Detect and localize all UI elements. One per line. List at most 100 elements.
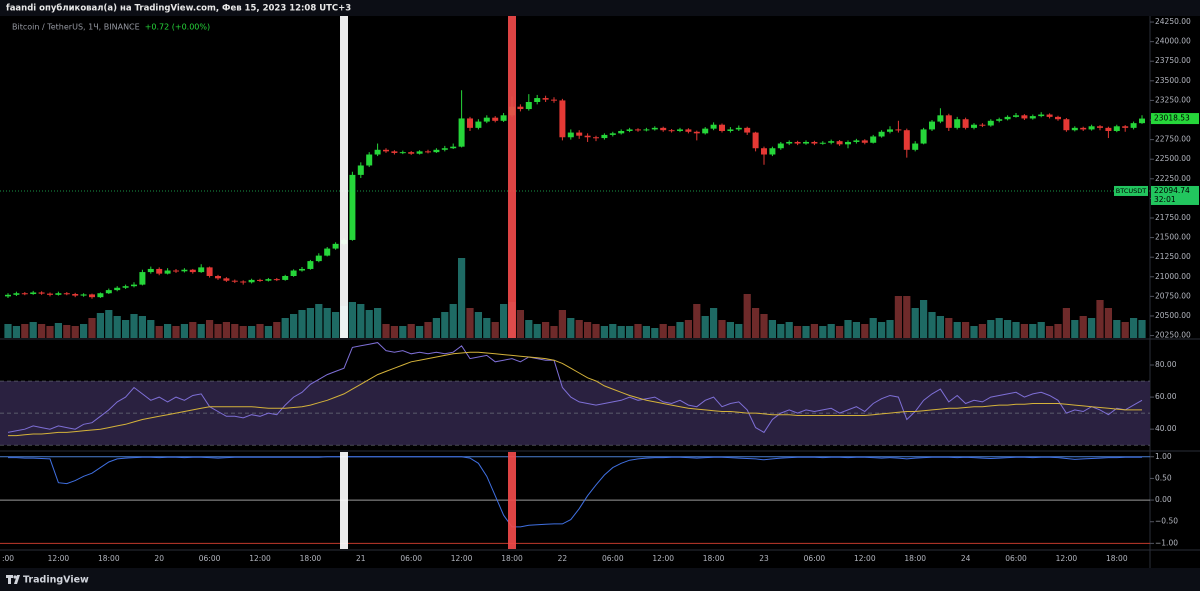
candle-body <box>13 293 20 295</box>
volume-bar <box>592 324 600 338</box>
volume-bar <box>357 304 365 338</box>
volume-bar <box>399 326 407 338</box>
candle-body <box>962 119 969 128</box>
volume-bar <box>752 308 760 338</box>
candle-body <box>299 268 305 271</box>
volume-bar <box>659 324 667 338</box>
volume-bar <box>852 322 860 338</box>
volume-bar <box>500 304 508 338</box>
candle-body <box>164 270 171 274</box>
x-tick-label: 06:00 <box>1005 554 1027 563</box>
candle-body <box>374 149 381 155</box>
volume-bar <box>248 326 256 338</box>
volume-bar <box>113 316 121 338</box>
candle-body <box>105 290 112 294</box>
candle-body <box>441 148 448 150</box>
candle-body <box>828 141 835 143</box>
candle-body <box>1097 126 1103 128</box>
volume-bar <box>1096 300 1104 338</box>
volume-bar <box>819 326 827 338</box>
volume-bar <box>878 322 886 338</box>
candle-body <box>945 115 952 128</box>
volume-bar <box>642 326 650 338</box>
x-tick-label: 24 <box>961 554 971 563</box>
candle-body <box>181 269 188 272</box>
candle-body <box>929 121 935 130</box>
y-tick-label: 20750.00 <box>1155 291 1191 300</box>
candle-body <box>861 140 868 143</box>
candle-body <box>769 148 776 155</box>
volume-bar <box>466 308 474 338</box>
candle-body <box>63 293 70 295</box>
candle-body <box>290 270 297 276</box>
volume-bar <box>533 324 541 338</box>
volume-bar <box>575 320 583 338</box>
candle-body <box>366 154 373 166</box>
y-tick-label: −1.00 <box>1155 538 1178 547</box>
candle-body <box>870 136 877 143</box>
volume-bar <box>332 312 340 338</box>
candle-body <box>551 99 557 101</box>
y-tick-label: 80.00 <box>1155 360 1177 369</box>
volume-bar <box>626 326 634 338</box>
candle-body <box>609 133 616 135</box>
volume-bar <box>558 310 566 338</box>
volume-bar <box>920 300 928 338</box>
volume-bar <box>1088 318 1096 338</box>
compare-price-box <box>1151 185 1199 205</box>
candle-body <box>425 151 431 153</box>
volume-bar <box>1046 326 1054 338</box>
volume-bar <box>273 322 281 338</box>
candle-body <box>215 275 221 279</box>
candle-body <box>475 121 482 128</box>
candle-body <box>677 129 683 131</box>
volume-bar <box>525 320 533 338</box>
volume-bar <box>1004 320 1012 338</box>
candle-body <box>853 140 860 142</box>
highlight-bar <box>508 452 516 549</box>
candle-body <box>651 127 658 130</box>
candle-body <box>240 281 247 283</box>
candle-body <box>996 119 1003 121</box>
volume-bar <box>953 322 961 338</box>
compare-name-box <box>1114 185 1148 196</box>
volume-bar <box>105 310 113 338</box>
candle-body <box>710 124 717 129</box>
candle-body <box>987 120 994 126</box>
volume-bar <box>458 258 466 338</box>
volume-bar <box>407 324 415 338</box>
candle-body <box>912 143 919 150</box>
volume-bar <box>130 314 138 338</box>
volume-bar <box>147 320 155 338</box>
x-tick-label: 12:00 <box>451 554 473 563</box>
volume-bar <box>1130 318 1138 338</box>
volume-bar <box>54 323 62 338</box>
volume-bar <box>962 322 970 338</box>
candle-body <box>89 294 95 298</box>
volume-bar <box>231 324 239 338</box>
x-tick-label: 12:00 <box>1056 554 1078 563</box>
volume-bar <box>315 304 323 338</box>
y-tick-label: 21000.00 <box>1155 272 1191 281</box>
volume-bar <box>617 326 625 338</box>
volume-bar <box>701 316 709 338</box>
volume-bar <box>222 322 230 338</box>
candle-body <box>492 117 499 121</box>
volume-bar <box>374 308 382 338</box>
candle-body <box>156 268 163 274</box>
volume-bar <box>1113 320 1121 338</box>
y-tick-label: 24000.00 <box>1155 37 1191 46</box>
candle-body <box>55 293 62 295</box>
candle-body <box>811 141 818 144</box>
volume-bar <box>239 326 247 338</box>
candle-body <box>744 127 751 133</box>
candle-body <box>786 141 793 144</box>
candle-body <box>1113 126 1120 131</box>
candle-body <box>408 152 415 154</box>
candle-body <box>500 115 507 121</box>
candle-body <box>416 151 423 154</box>
volume-bar <box>155 326 163 338</box>
candle-body <box>458 118 465 147</box>
highlight-bar <box>508 16 516 338</box>
